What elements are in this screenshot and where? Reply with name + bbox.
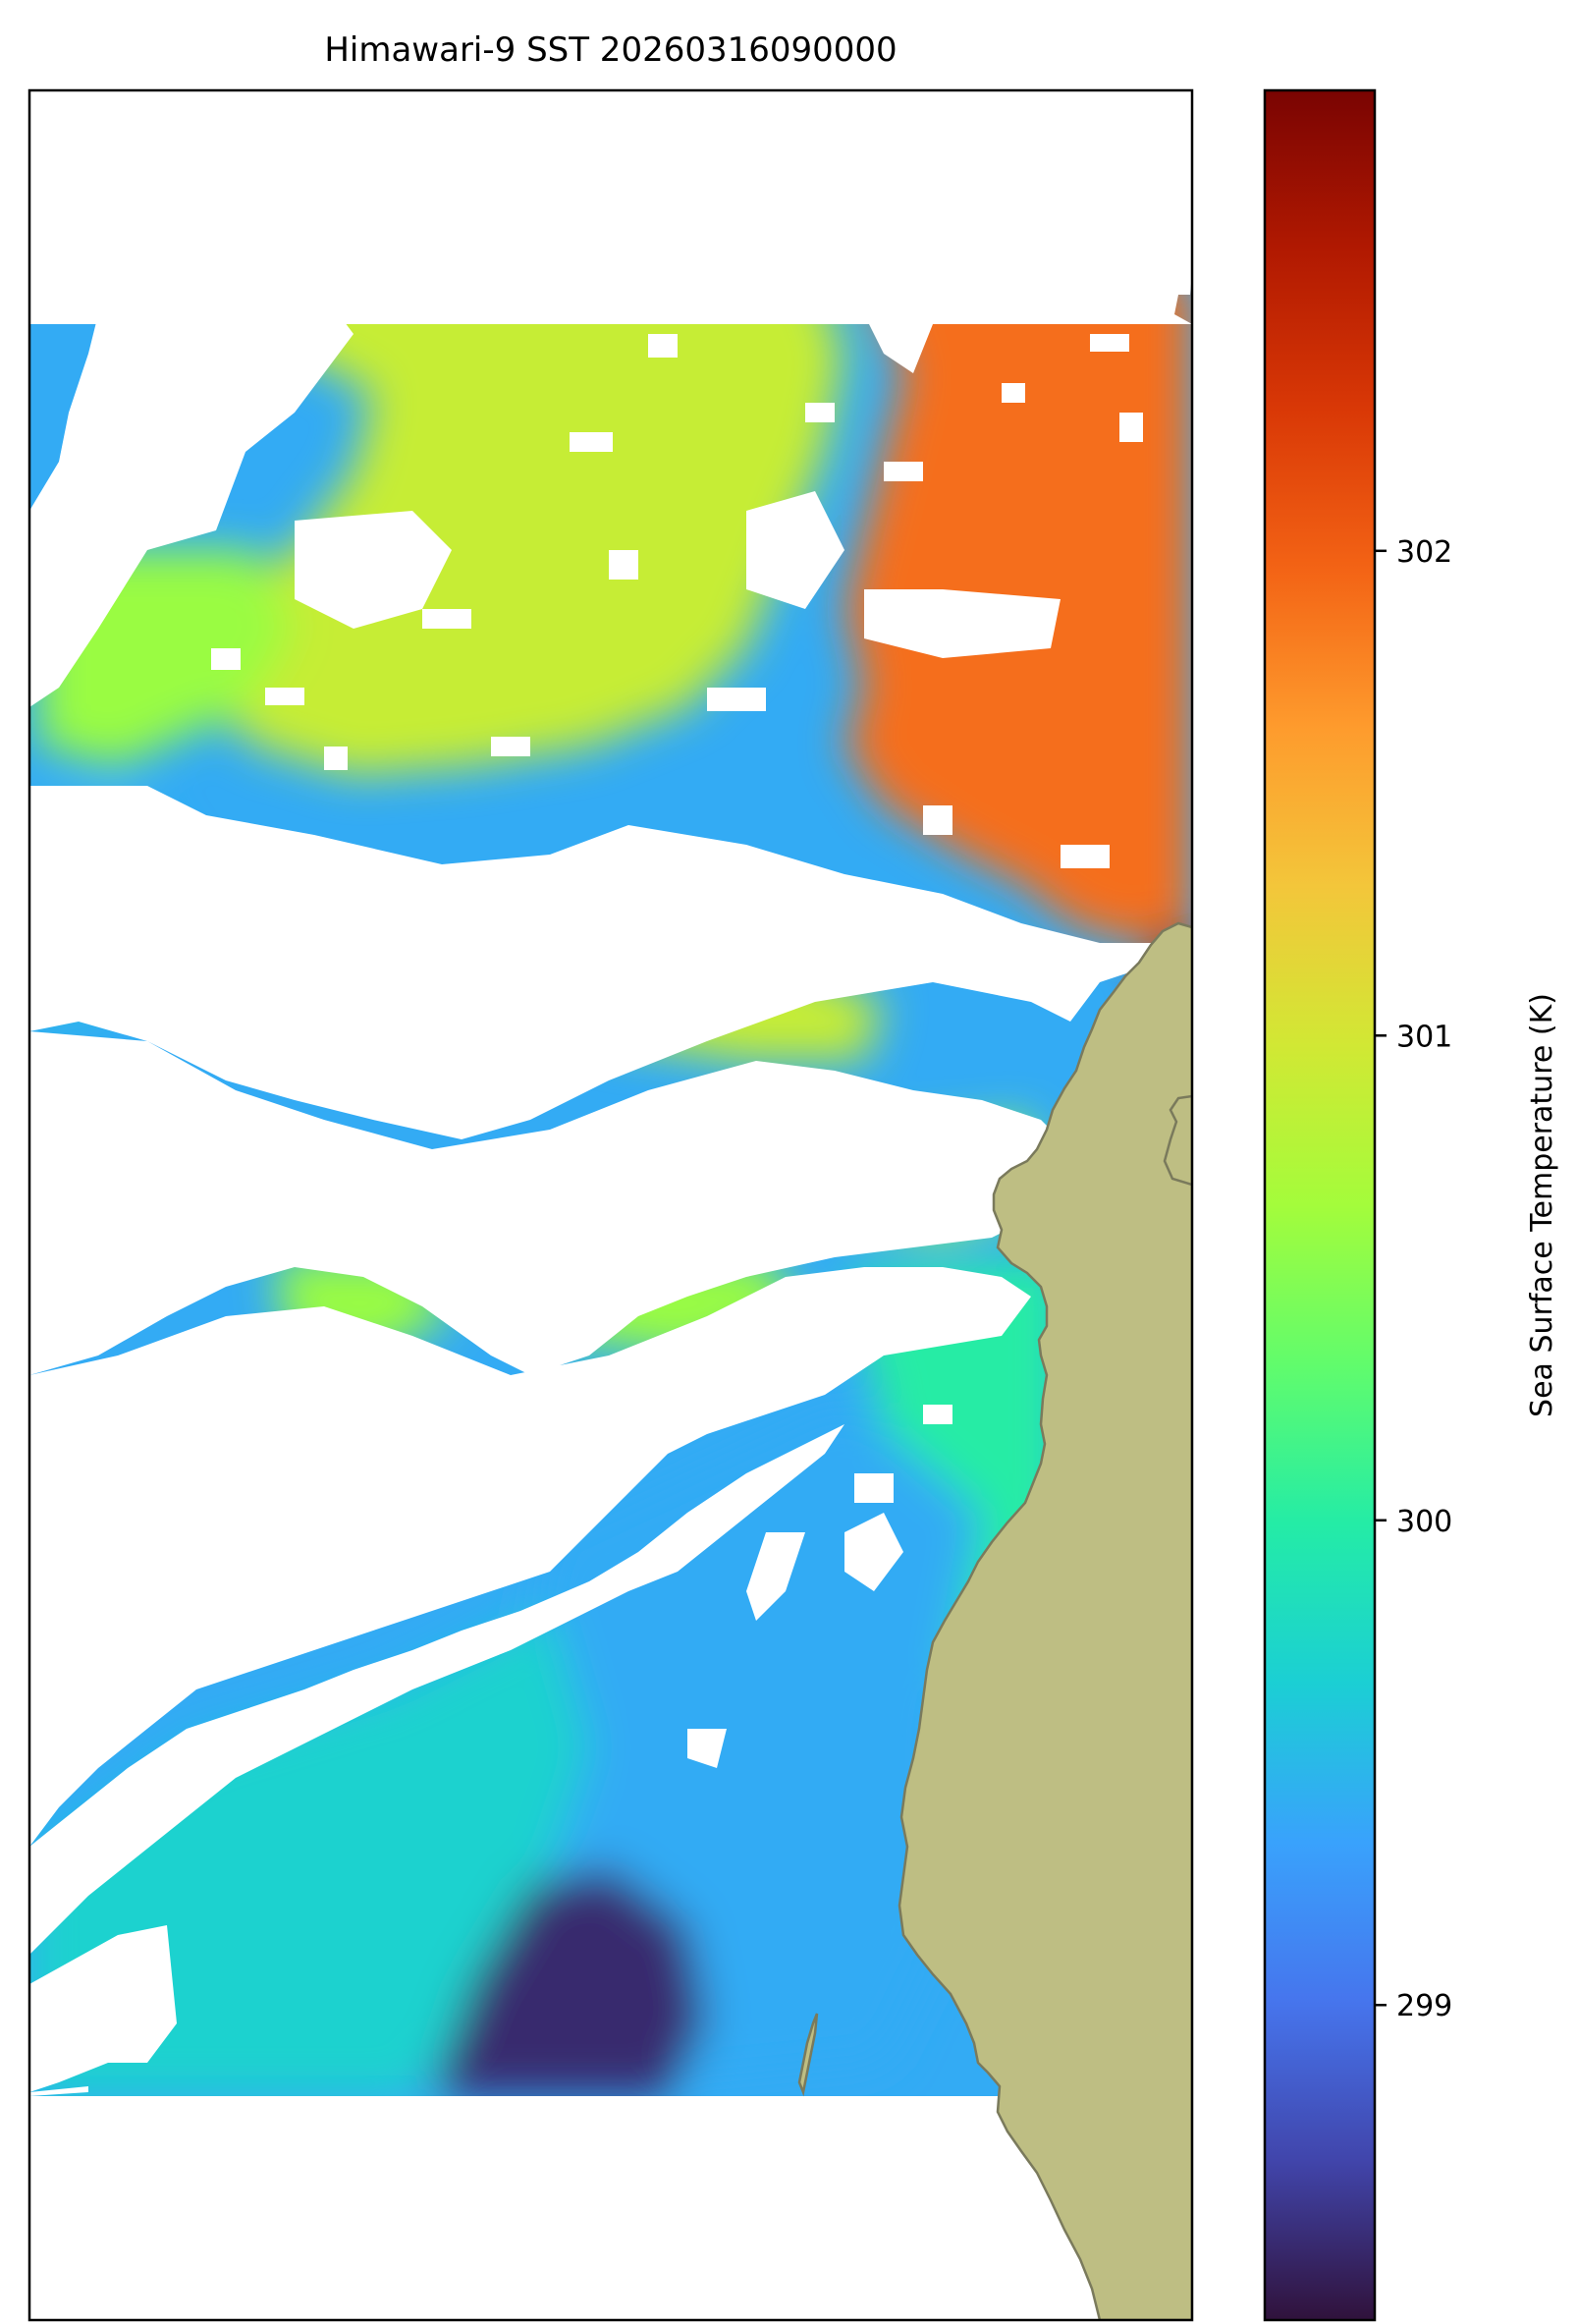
colorbar-frame [1263, 88, 1377, 2322]
colorbar-tick-label: 300 [1396, 1505, 1452, 1539]
sst-region [128, 273, 844, 776]
colorbar-tick-label: 302 [1396, 535, 1452, 570]
colorbar-tick-label: 301 [1396, 1020, 1452, 1054]
colorbar-tick-label: 299 [1396, 1989, 1452, 2023]
colorbar-label: Sea Surface Temperature (K) [1525, 993, 1559, 1417]
map-area [29, 90, 1192, 2320]
map-frame [27, 88, 1194, 2322]
colorbar: 299 300 301 302 Sea Surface Temperature (K) [1263, 88, 1559, 2322]
colorbar-ticks: 299 300 301 302 [1375, 535, 1452, 2023]
land [898, 921, 1192, 2320]
chart-title: Himawari-9 SST 20260316090000 [324, 30, 897, 70]
land-island [797, 2013, 819, 2097]
sst-region [432, 1866, 707, 2096]
colorbar-fill [1265, 90, 1375, 2320]
cloud-mask [29, 90, 1192, 2320]
land-tip-inlet-rim [1163, 1094, 1192, 1187]
